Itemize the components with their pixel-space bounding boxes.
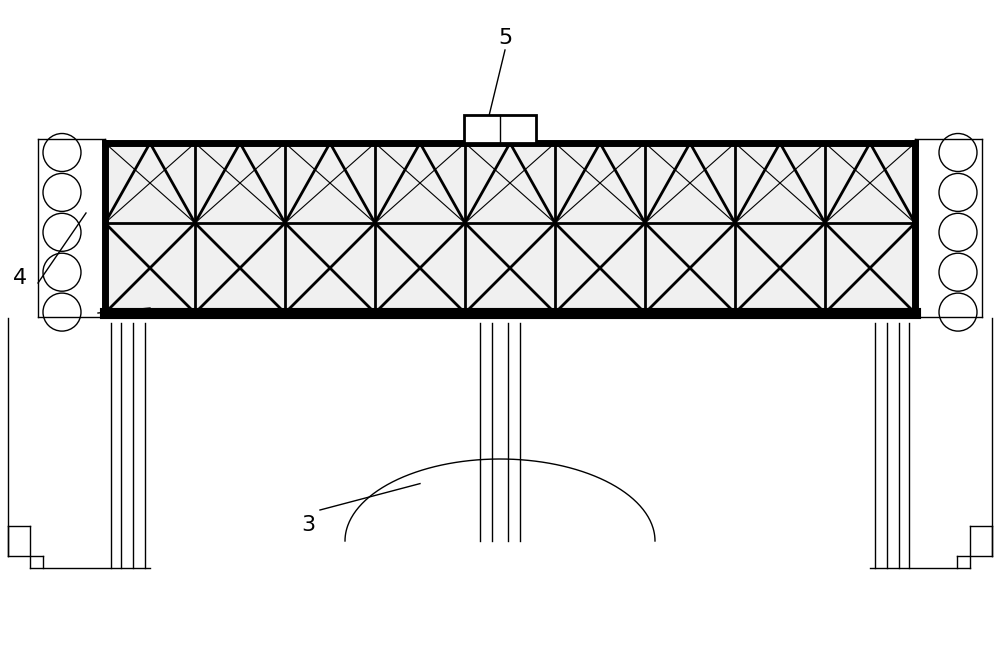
Bar xyxy=(105,143,915,313)
Text: 4: 4 xyxy=(13,268,27,288)
Bar xyxy=(464,115,536,143)
Text: 5: 5 xyxy=(498,28,512,48)
Text: 3: 3 xyxy=(301,515,315,535)
